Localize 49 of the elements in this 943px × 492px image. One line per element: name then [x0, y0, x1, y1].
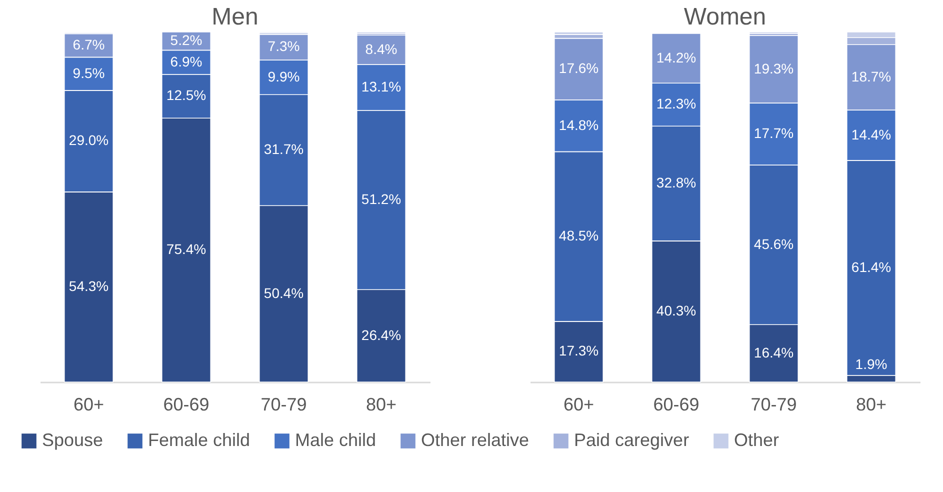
- data-label: 9.5%: [72, 64, 105, 81]
- data-label: 17.6%: [558, 60, 599, 76]
- x-tick-label: 70-79: [750, 394, 797, 414]
- data-label: 50.4%: [264, 284, 304, 301]
- data-label: 8.4%: [365, 40, 398, 57]
- data-label: 12.3%: [656, 96, 696, 112]
- data-label: 18.7%: [851, 68, 892, 84]
- data-label: 6.7%: [72, 36, 105, 52]
- data-label: 19.3%: [754, 60, 794, 76]
- data-label: 40.3%: [656, 302, 696, 318]
- x-tick-label: 70-79: [260, 394, 307, 414]
- chart-title: Women: [684, 4, 766, 31]
- data-label: 45.6%: [754, 236, 794, 252]
- data-label: 16.4%: [754, 344, 794, 360]
- data-label: 48.5%: [558, 228, 599, 244]
- data-label: 14.8%: [558, 116, 599, 133]
- legend-label: Other: [734, 430, 780, 450]
- data-label: 17.3%: [558, 342, 599, 359]
- x-tick-label: 80+: [366, 394, 397, 414]
- data-label: 26.4%: [361, 326, 402, 343]
- legend-label: Paid caregiver: [574, 430, 690, 450]
- data-label: 13.1%: [361, 78, 402, 94]
- legend-label: Male child: [295, 430, 376, 450]
- data-label: 14.4%: [851, 126, 892, 142]
- x-tick-label: 60-69: [653, 394, 700, 414]
- data-label: 5.2%: [170, 32, 202, 48]
- data-label: 31.7%: [264, 141, 304, 158]
- legend-label: Female child: [148, 430, 250, 450]
- data-label: 61.4%: [851, 258, 892, 275]
- data-label: 51.2%: [361, 191, 402, 207]
- data-label: 9.9%: [268, 68, 300, 84]
- data-label: 6.9%: [170, 53, 202, 70]
- data-label: 1.9%: [855, 356, 888, 372]
- chart-title: Men: [212, 4, 258, 31]
- x-tick-label: 60+: [73, 394, 104, 414]
- legend-label: Other relative: [421, 430, 530, 450]
- x-tick-label: 80+: [856, 394, 887, 414]
- x-tick-label: 60-69: [163, 394, 210, 414]
- data-label: 17.7%: [754, 125, 794, 142]
- data-label: 54.3%: [68, 278, 109, 294]
- bar: [554, 32, 604, 35]
- legend-label: Spouse: [42, 430, 104, 450]
- data-label: 75.4%: [166, 241, 206, 258]
- data-label: 7.3%: [268, 38, 300, 54]
- data-label: 14.2%: [656, 49, 696, 66]
- data-label: 29.0%: [68, 132, 109, 148]
- x-tick-label: 60+: [563, 394, 594, 414]
- data-label: 32.8%: [656, 174, 696, 191]
- data-label: 12.5%: [166, 87, 206, 104]
